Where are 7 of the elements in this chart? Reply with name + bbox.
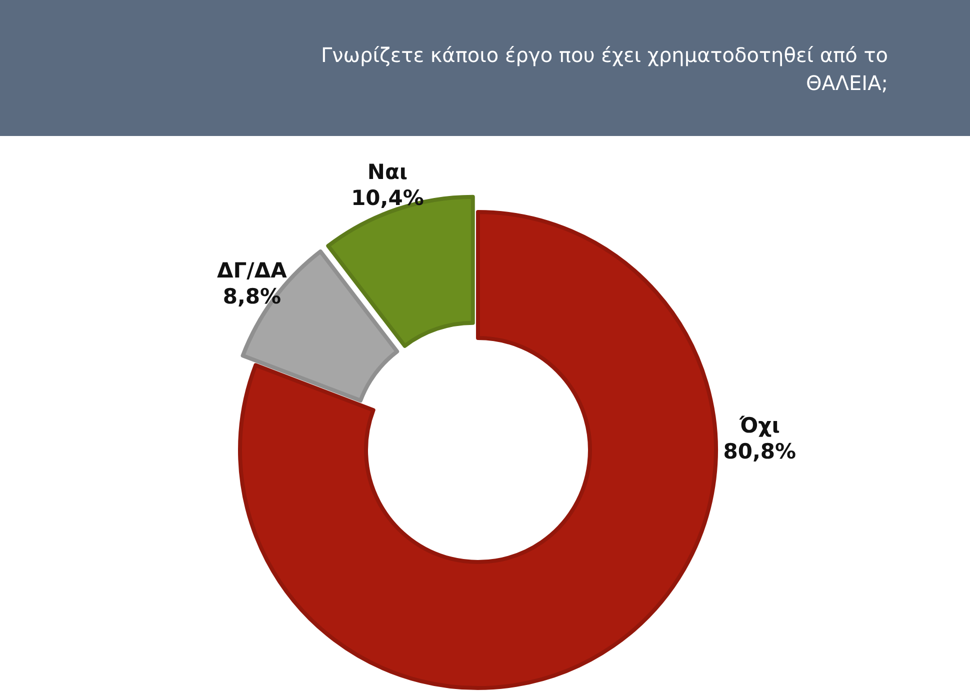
slice-label: Όχι [738,414,780,438]
data-label: 8,8% [222,284,282,308]
data-label: 10,4% [351,186,424,210]
slice-label: Ναι [367,160,408,184]
data-label: 80,8% [723,440,796,464]
slice-label: ΔΓ/ΔΑ [217,258,288,282]
chart-title: Γνωρίζετε κάποιο έργο που έχει χρηματοδοτηθεί από το ΘΑΛΕΙΑ; [320,43,888,95]
